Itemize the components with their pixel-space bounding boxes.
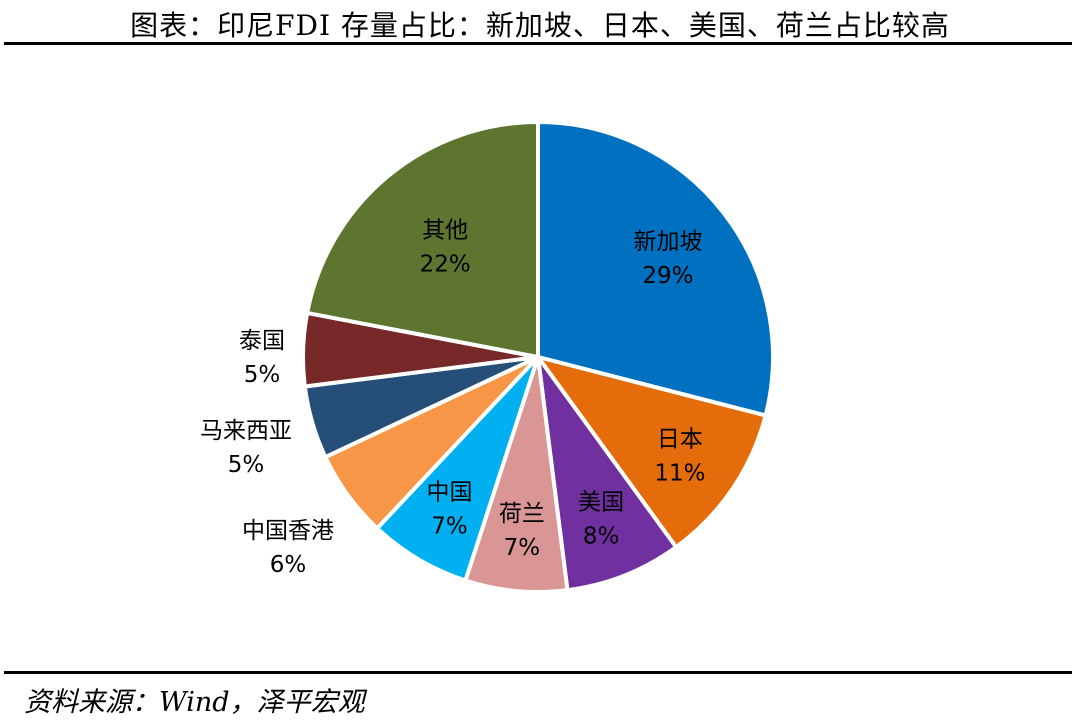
slice-value-label: 5% <box>228 452 265 478</box>
pie-slice <box>536 355 768 550</box>
slice-value-label: 22% <box>420 252 471 278</box>
slice-value-label: 7% <box>504 535 541 561</box>
slice-value-label: 5% <box>244 362 281 388</box>
slice-label: 美国 <box>578 490 624 516</box>
pie-slice <box>536 355 679 593</box>
slice-label: 其他 <box>422 218 468 244</box>
slice-value-label: 8% <box>583 524 620 550</box>
bottom-rule <box>4 671 1072 674</box>
slice-label: 泰国 <box>239 328 285 354</box>
source-note: 资料来源：Wind，泽平宏观 <box>24 687 365 718</box>
top-rule <box>4 42 1072 45</box>
slice-value-label: 11% <box>654 460 705 486</box>
slice-value-label: 29% <box>642 263 693 289</box>
slice-value-label: 6% <box>270 552 307 578</box>
pie-slices <box>301 120 775 594</box>
slice-label: 日本 <box>657 426 703 452</box>
pie-labels: 新加坡 29% 日本 11% 美国 8% 荷兰 7% 中国 7% 中国香港 6% 马来西亚 5% 泰国 5% 其… <box>200 218 705 578</box>
chart-title: 图表：印尼FDI 存量占比：新加坡、日本、美国、荷兰占比较高 <box>130 9 950 42</box>
slice-label: 荷兰 <box>499 501 545 527</box>
slice-label: 中国香港 <box>242 518 334 544</box>
slice-value-label: 7% <box>431 514 468 540</box>
pie-slice <box>536 120 775 418</box>
pie-slice <box>305 120 540 359</box>
slice-label: 新加坡 <box>633 229 702 255</box>
slice-label: 马来西亚 <box>200 418 292 444</box>
slice-label: 中国 <box>426 480 472 506</box>
